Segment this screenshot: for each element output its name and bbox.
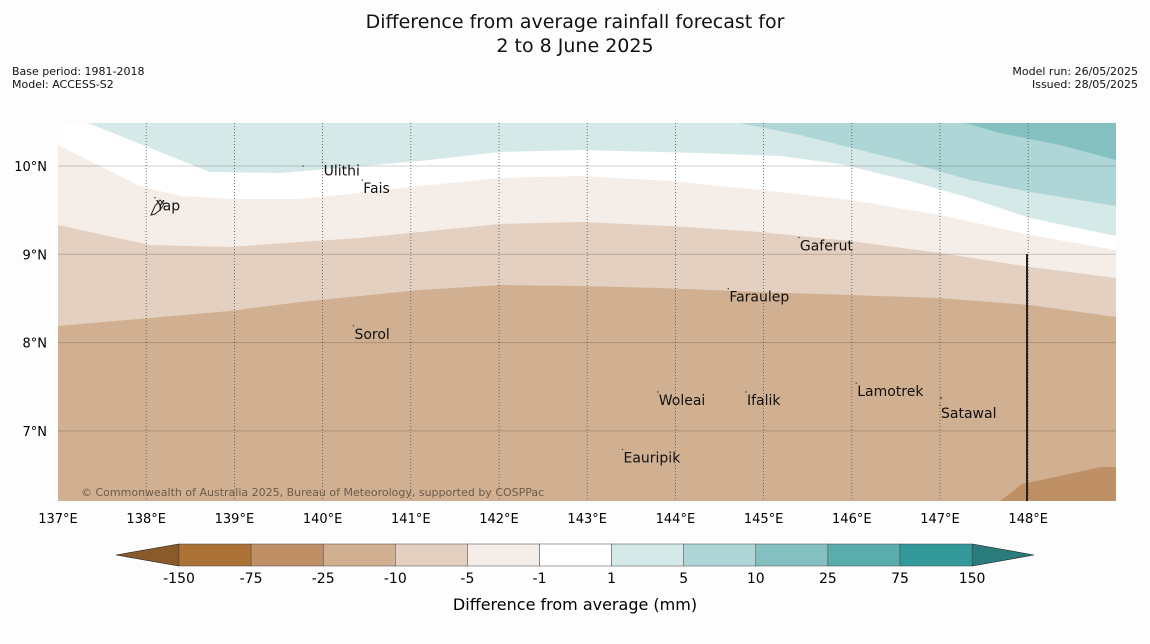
colorbar-tick-label: -25 [312, 571, 335, 587]
colorbar-segment [611, 543, 684, 567]
colorbar-tick-label: -5 [460, 571, 474, 587]
island-marker [745, 391, 747, 393]
colorbar-tick-label: 1 [607, 571, 616, 587]
island-marker [855, 382, 857, 384]
title-line-2: 2 to 8 June 2025 [496, 35, 654, 57]
lon-tick-label: 138°E [126, 512, 166, 527]
colorbar-tick-label: 5 [679, 571, 688, 587]
lon-tick-label: 137°E [38, 512, 78, 527]
place-label: Lamotrek [857, 384, 924, 400]
colorbar-segment [250, 543, 324, 567]
colorbar-segment [899, 543, 973, 567]
colorbar-low-extend [115, 543, 180, 567]
island-marker [939, 404, 941, 406]
colorbar-segment [395, 543, 468, 567]
meta-left: Base period: 1981-2018 Model: ACCESS-S2 [12, 65, 144, 91]
lon-tick-label: 143°E [567, 512, 607, 527]
yap-island-shape [150, 199, 165, 216]
island-marker [154, 197, 156, 199]
colorbar-segment [467, 543, 540, 567]
place-label: Ulithi [324, 163, 360, 179]
colorbar-tick-label: -1 [533, 571, 547, 587]
band-minus-75-to-minus-25 [1000, 467, 1116, 501]
colorbar-tick-label: -75 [240, 571, 263, 587]
place-label: Fais [363, 181, 390, 197]
colorbar-tick-label: 75 [891, 571, 909, 587]
lon-tick-label: 141°E [391, 512, 431, 527]
colorbar-segment [827, 543, 901, 567]
model-run: Model run: 26/05/2025 [1012, 65, 1138, 78]
island-marker [657, 391, 659, 393]
colorbar-tick-label: -10 [384, 571, 407, 587]
colorbar-segment [322, 543, 396, 567]
lat-tick-label: 8°N [23, 337, 48, 352]
colorbar: -150 -75 -25 -10 -5 -1 1 5 10 25 75 150 [115, 543, 1035, 587]
colorbar-segment [539, 543, 612, 567]
place-label: Woleai [659, 393, 706, 409]
place-label: Ifalik [747, 393, 781, 409]
island-marker [798, 236, 800, 239]
colorbar-high-extend [971, 543, 1035, 567]
island-marker [727, 287, 730, 290]
lon-tick-label: 147°E [920, 512, 960, 527]
lon-tick-label: 148°E [1008, 512, 1048, 527]
band-10-to-25 [965, 123, 1116, 160]
colorbar-label: Difference from average (mm) [453, 595, 697, 614]
place-label: Satawal [941, 406, 996, 422]
colorbar-segment [755, 543, 829, 567]
lon-tick-label: 139°E [215, 512, 255, 527]
islet-dots [302, 165, 942, 399]
latitude-labels: 10°N 9°N 8°N 7°N [14, 160, 47, 440]
graticule [58, 123, 1116, 501]
colorbar-tick-label: -150 [163, 571, 195, 587]
band-1-to-5 [88, 123, 1116, 236]
lon-tick-label: 144°E [656, 512, 696, 527]
island-marker [352, 325, 355, 327]
colorbar-segment [178, 543, 252, 567]
model-name: Model: ACCESS-S2 [12, 78, 114, 91]
longitude-labels: 137°E 138°E 139°E 140°E 141°E 142°E 143°E 144°E… [38, 512, 1048, 527]
lat-tick-label: 10°N [14, 160, 47, 175]
island-marker [321, 161, 324, 164]
issued-date: Issued: 28/05/2025 [1031, 78, 1138, 91]
meta-right: Model run: 26/05/2025 Issued: 28/05/2025 [1012, 65, 1138, 91]
place-label: Yap [155, 199, 180, 215]
copyright-notice: © Commonwealth of Australia 2025, Bureau… [81, 486, 544, 499]
lon-tick-label: 145°E [744, 512, 784, 527]
lon-tick-label: 146°E [832, 512, 872, 527]
lat-tick-label: 7°N [23, 425, 48, 440]
band-5-to-10 [740, 123, 1116, 206]
colorbar-tick-label: 10 [747, 571, 765, 587]
colorbar-tick-label: 150 [959, 571, 986, 587]
place-label: Sorol [354, 327, 389, 343]
title-line-1: Difference from average rainfall forecas… [365, 11, 785, 33]
colorbar-tick-label: 25 [819, 571, 837, 587]
island-marker [361, 179, 363, 181]
map-title: Difference from average rainfall forecas… [0, 10, 1150, 58]
lon-tick-label: 142°E [479, 512, 519, 527]
base-period: Base period: 1981-2018 [12, 65, 145, 78]
place-label: Faraulep [729, 290, 789, 306]
place-label: Gaferut [800, 238, 854, 254]
island-marker [621, 448, 624, 451]
place-label: Eauripik [623, 450, 681, 466]
lon-tick-label: 140°E [303, 512, 343, 527]
colorbar-segment [683, 543, 757, 567]
lat-tick-label: 9°N [23, 248, 48, 263]
